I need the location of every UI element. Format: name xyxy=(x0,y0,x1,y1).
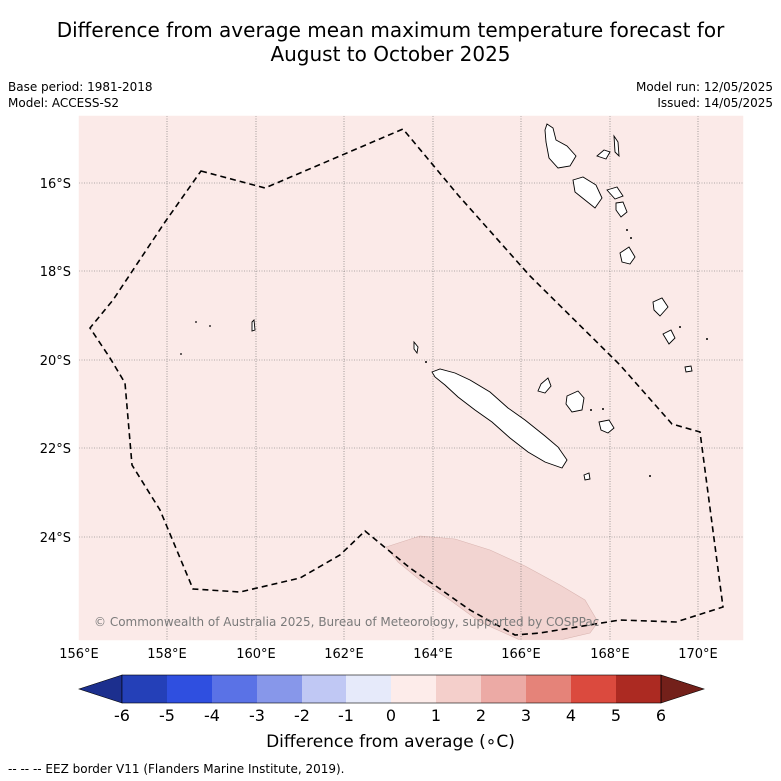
islet xyxy=(195,321,197,323)
islet xyxy=(209,325,211,327)
islet xyxy=(706,338,708,340)
lat-labels: 16°S 18°S 20°S 22°S 24°S xyxy=(40,177,71,546)
colorbar-segment xyxy=(302,675,346,703)
lon-tick-label: 158°E xyxy=(147,647,187,662)
issued-date: Issued: 14/05/2025 xyxy=(657,96,773,110)
lon-tick-label: 164°E xyxy=(413,647,453,662)
colorbar-frame xyxy=(121,674,662,704)
belep-island xyxy=(413,340,419,355)
colorbar-tick-label: 0 xyxy=(386,706,396,725)
islet xyxy=(649,475,651,477)
new-caledonia-island xyxy=(431,368,568,469)
chesterfield-island xyxy=(251,319,256,332)
colorbar-tick-label: -3 xyxy=(249,706,265,725)
colorbar-tick-label: 4 xyxy=(566,706,576,725)
vanuatu-island-2 xyxy=(596,149,611,160)
copyright-text: © Commonwealth of Australia 2025, Bureau… xyxy=(94,615,599,629)
vanuatu-island-3 xyxy=(613,134,620,158)
eez-legend-note: -- -- -- EEZ border V11 (Flanders Marine… xyxy=(8,762,345,776)
vanuatu-island-8 xyxy=(652,297,669,317)
eez-border xyxy=(89,128,724,636)
vanuatu-island-4 xyxy=(572,176,603,209)
colorbar-segment xyxy=(257,675,302,703)
lat-tick-label: 24°S xyxy=(40,531,71,546)
title-line-2: August to October 2025 xyxy=(270,42,511,66)
model-run: Model run: 12/05/2025 xyxy=(635,80,773,94)
meta-right: Model run: 12/05/2025 Issued: 14/05/2025 xyxy=(636,79,773,111)
landmasses xyxy=(251,123,693,481)
colorbar-tick-label: -1 xyxy=(338,706,354,725)
meta-left: Base period: 1981-2018 Model: ACCESS-S2 xyxy=(8,79,153,111)
islet xyxy=(679,326,681,328)
lon-tick-label: 156°E xyxy=(59,647,99,662)
lat-tick-label: 16°S xyxy=(40,177,71,192)
colorbar-segment xyxy=(391,675,436,703)
islet xyxy=(590,409,592,411)
lon-tick-label: 170°E xyxy=(678,647,718,662)
loyalty-island-3 xyxy=(598,419,615,434)
colorbar-segment xyxy=(481,675,526,703)
map-frame xyxy=(78,115,744,641)
map-title: Difference from average mean maximum tem… xyxy=(0,18,781,66)
islet xyxy=(626,229,628,231)
colorbar-tick-label: -2 xyxy=(294,706,310,725)
colorbar-tick-label: -6 xyxy=(114,706,130,725)
colorbar-tick-label: 6 xyxy=(656,706,666,725)
lat-tick-label: 20°S xyxy=(40,354,71,369)
colorbar-segment xyxy=(167,675,212,703)
colorbar-tick-label: -4 xyxy=(204,706,220,725)
colorbar xyxy=(78,674,705,704)
islet xyxy=(180,353,182,355)
anomaly-patch xyxy=(385,535,599,640)
colorbar-tick-label: 2 xyxy=(476,706,486,725)
colorbar-tick-label: 1 xyxy=(431,706,441,725)
small-islets xyxy=(180,229,708,477)
colorbar-segment xyxy=(122,675,167,703)
islet xyxy=(602,408,604,410)
colorbar-segment xyxy=(346,675,391,703)
islet xyxy=(425,361,427,363)
lon-tick-label: 160°E xyxy=(236,647,276,662)
gridlines xyxy=(79,116,743,640)
vanuatu-island-6 xyxy=(615,201,628,218)
lon-tick-label: 166°E xyxy=(501,647,541,662)
colorbar-tick-label: 5 xyxy=(611,706,621,725)
vanuatu-island-5 xyxy=(606,186,624,200)
colorbar-extend-low xyxy=(78,674,123,704)
colorbar-tick-label: -5 xyxy=(159,706,175,725)
vanuatu-island-1 xyxy=(544,123,577,169)
vanuatu-island-7 xyxy=(619,246,636,265)
colorbar-label: Difference from average (∘C) xyxy=(266,732,515,752)
colorbar-segment xyxy=(616,675,661,703)
lon-tick-label: 168°E xyxy=(590,647,630,662)
lat-tick-label: 18°S xyxy=(40,265,71,280)
colorbar-ticks: -6 -5 -4 -3 -2 -1 0 1 2 3 4 5 6 xyxy=(114,706,666,725)
colorbar-tick-label: 3 xyxy=(521,706,531,725)
vanuatu-island-10 xyxy=(684,365,693,373)
title-line-1: Difference from average mean maximum tem… xyxy=(56,18,725,42)
colorbar-extend-high xyxy=(660,674,705,704)
base-period: Base period: 1981-2018 xyxy=(8,80,153,94)
lat-tick-label: 22°S xyxy=(40,442,71,457)
colorbar-segment xyxy=(526,675,571,703)
colorbar-segment xyxy=(571,675,616,703)
colorbar-segment xyxy=(212,675,257,703)
lon-labels: 156°E 158°E 160°E 162°E 164°E 166°E 168°… xyxy=(59,647,718,662)
walpole-island xyxy=(583,472,591,481)
islet xyxy=(630,237,632,239)
colorbar-segment xyxy=(436,675,481,703)
lon-tick-label: 162°E xyxy=(324,647,364,662)
vanuatu-island-9 xyxy=(662,329,676,345)
loyalty-island-1 xyxy=(537,377,552,394)
model-name: Model: ACCESS-S2 xyxy=(8,96,120,110)
loyalty-island-2 xyxy=(565,390,585,413)
